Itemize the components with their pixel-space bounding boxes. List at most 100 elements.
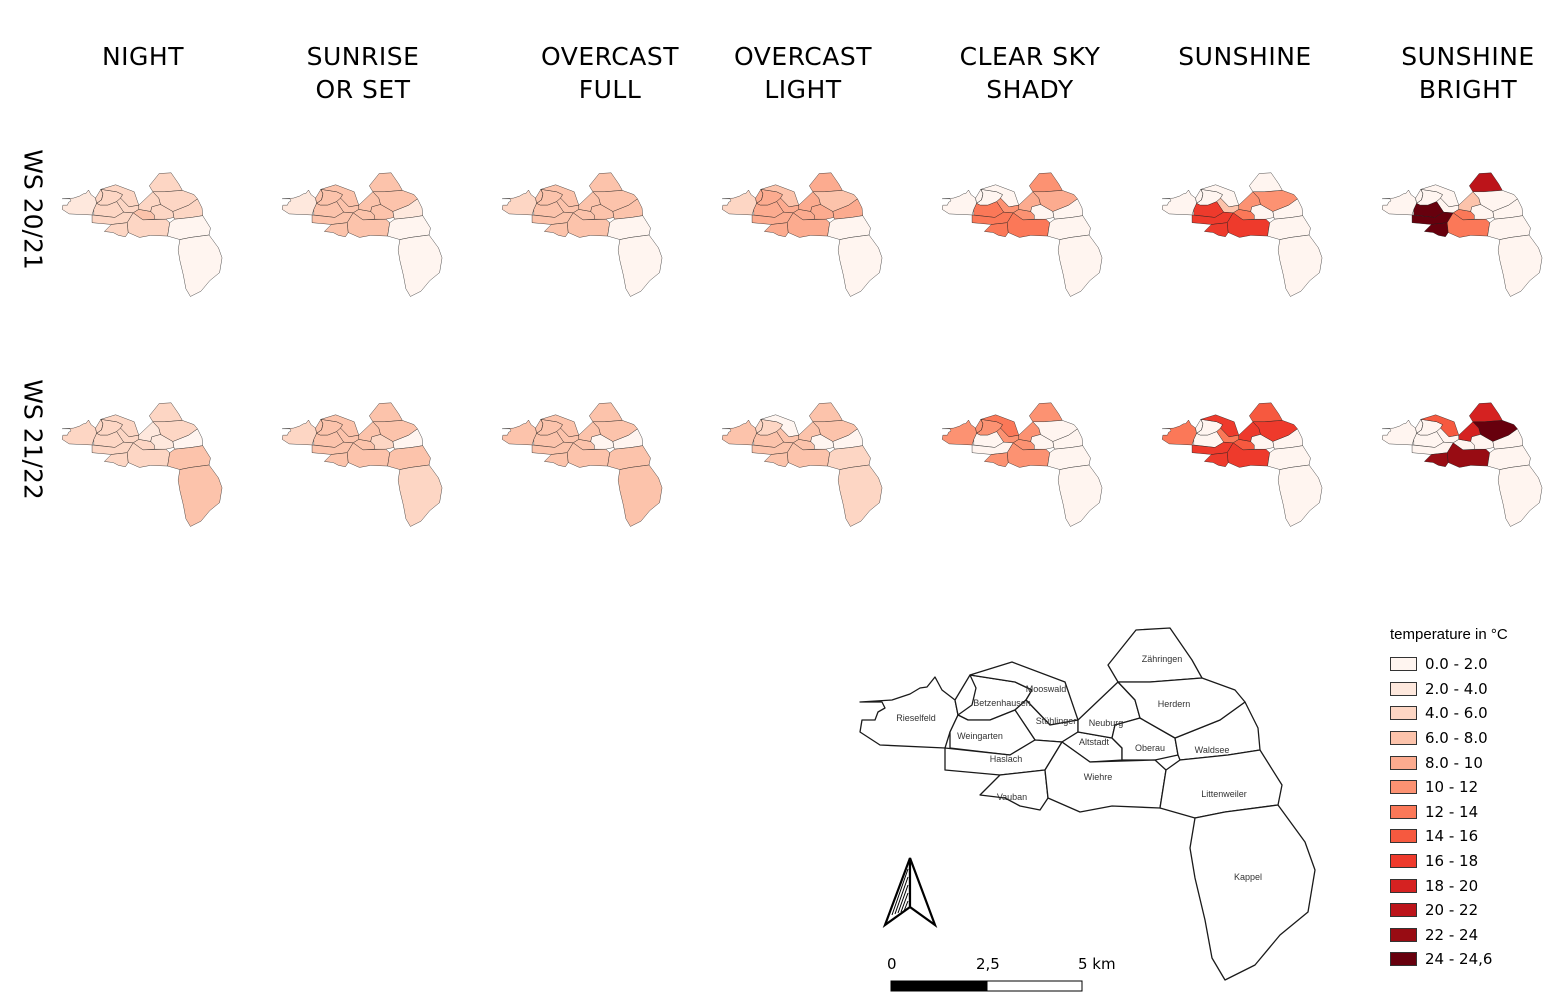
district-herdern bbox=[1117, 677, 1246, 739]
district-label-littenweiler: Littenweiler bbox=[1201, 789, 1247, 799]
legend-swatch bbox=[1390, 927, 1417, 942]
legend-swatch bbox=[1390, 657, 1417, 672]
column-title-line-1: SUNSHINE bbox=[1401, 42, 1535, 71]
legend-item: 2.0 - 4.0 bbox=[1390, 677, 1508, 702]
district-herdern bbox=[812, 190, 858, 212]
district-label-stuehlinger: Stühlinger bbox=[1036, 716, 1077, 726]
column-title-line-2: BRIGHT bbox=[1418, 75, 1518, 104]
legend-label: 10 - 12 bbox=[1425, 778, 1479, 797]
district-label-waldsee: Waldsee bbox=[1195, 745, 1230, 755]
legend-item: 10 - 12 bbox=[1390, 775, 1508, 800]
choropleth-panel bbox=[281, 402, 443, 527]
district-vauban bbox=[324, 222, 349, 237]
district-label-wiehre: Wiehre bbox=[1084, 772, 1113, 782]
reference-map: Rieselfeld Betzenhausen Mooswald Stühlinger… bbox=[859, 627, 1316, 981]
district-kappel bbox=[1277, 234, 1323, 297]
district-zaehringen bbox=[1029, 402, 1063, 422]
district-rieselfeld bbox=[1161, 419, 1197, 446]
district-herdern bbox=[372, 420, 418, 442]
choropleth-panel bbox=[61, 172, 223, 297]
legend-swatch bbox=[1390, 755, 1417, 770]
district-littenweiler bbox=[607, 215, 651, 240]
legend-item: 22 - 24 bbox=[1390, 923, 1508, 948]
district-zaehringen bbox=[1469, 172, 1503, 192]
district-herdern bbox=[152, 420, 198, 442]
column-title: SUNSHINE BRIGHT bbox=[1368, 40, 1562, 106]
legend-item: 6.0 - 8.0 bbox=[1390, 726, 1508, 751]
district-zaehringen bbox=[809, 172, 843, 192]
choropleth-panel bbox=[501, 172, 663, 297]
choropleth-panel bbox=[1161, 402, 1323, 527]
district-littenweiler bbox=[827, 215, 871, 240]
district-kappel bbox=[1497, 234, 1543, 297]
district-label-neuburg: Neuburg bbox=[1089, 718, 1124, 728]
north-arrow-icon bbox=[882, 857, 938, 929]
choropleth-panel bbox=[941, 172, 1103, 297]
district-herdern bbox=[592, 190, 638, 212]
district-rieselfeld bbox=[721, 189, 757, 216]
column-title-line-2: LIGHT bbox=[764, 75, 842, 104]
column-title: OVERCAST LIGHT bbox=[703, 40, 903, 106]
legend-label: 14 - 16 bbox=[1425, 827, 1479, 846]
district-label-oberau: Oberau bbox=[1135, 743, 1165, 753]
district-rieselfeld bbox=[281, 189, 317, 216]
district-herdern bbox=[1252, 420, 1298, 442]
legend-item: 12 - 14 bbox=[1390, 800, 1508, 825]
legend-item: 4.0 - 6.0 bbox=[1390, 701, 1508, 726]
legend-item: 20 - 22 bbox=[1390, 898, 1508, 923]
district-rieselfeld bbox=[281, 419, 317, 446]
column-title: NIGHT bbox=[43, 40, 243, 106]
district-kappel bbox=[397, 464, 443, 527]
legend-item: 14 - 16 bbox=[1390, 824, 1508, 849]
choropleth-panel bbox=[1381, 402, 1543, 527]
district-herdern bbox=[1032, 190, 1078, 212]
legend-swatch bbox=[1390, 804, 1417, 819]
legend: temperature in °C 0.0 - 2.0 2.0 - 4.0 4.0 … bbox=[1390, 626, 1508, 972]
legend-label: 18 - 20 bbox=[1425, 876, 1479, 895]
legend-item: 24 - 24,6 bbox=[1390, 947, 1508, 972]
district-zaehringen bbox=[1029, 172, 1063, 192]
district-littenweiler bbox=[1047, 445, 1091, 470]
choropleth-panel bbox=[281, 172, 443, 297]
legend-label: 22 - 24 bbox=[1425, 925, 1479, 944]
column-title-line-1: OVERCAST bbox=[734, 42, 872, 71]
column-title: OVERCAST FULL bbox=[510, 40, 710, 106]
district-vauban bbox=[324, 452, 349, 467]
scale-tick-0: 0 bbox=[887, 955, 897, 973]
district-kappel bbox=[617, 234, 663, 297]
district-label-rieselfeld: Rieselfeld bbox=[896, 713, 936, 723]
district-zaehringen bbox=[149, 172, 183, 192]
district-kappel bbox=[1057, 234, 1103, 297]
district-zaehringen bbox=[809, 402, 843, 422]
column-title-line-2 bbox=[43, 73, 243, 106]
legend-swatch bbox=[1390, 731, 1417, 746]
district-kappel bbox=[1057, 464, 1103, 527]
district-vauban bbox=[104, 222, 129, 237]
district-littenweiler bbox=[1267, 445, 1311, 470]
legend-item: 16 - 18 bbox=[1390, 849, 1508, 874]
choropleth-panel bbox=[941, 402, 1103, 527]
scale-tick-1: 2,5 bbox=[976, 955, 1000, 973]
district-rieselfeld bbox=[1381, 189, 1417, 216]
scale-tick-2: 5 km bbox=[1078, 955, 1116, 973]
district-kappel bbox=[397, 234, 443, 297]
column-title-line-1: CLEAR SKY bbox=[959, 42, 1101, 71]
district-label-betzenhausen: Betzenhausen bbox=[973, 698, 1031, 708]
column-title-line-1: SUNRISE bbox=[306, 42, 420, 71]
district-kappel bbox=[177, 234, 223, 297]
legend-swatch bbox=[1390, 878, 1417, 893]
district-vauban bbox=[764, 222, 789, 237]
row-title: WS 21/22 bbox=[18, 379, 48, 500]
district-littenweiler bbox=[1487, 445, 1531, 470]
legend-label: 0.0 - 2.0 bbox=[1425, 655, 1488, 674]
district-label-altstadt: Altstadt bbox=[1079, 737, 1110, 747]
district-herdern bbox=[1032, 420, 1078, 442]
district-rieselfeld bbox=[501, 189, 537, 216]
column-title: SUNRISE OR SET bbox=[263, 40, 463, 106]
choropleth-panel bbox=[1381, 172, 1543, 297]
district-kappel bbox=[617, 464, 663, 527]
scale-bar bbox=[890, 980, 1083, 992]
column-title-line-1: SUNSHINE bbox=[1178, 42, 1312, 71]
column-title-line-2: SHADY bbox=[986, 75, 1074, 104]
legend-swatch bbox=[1390, 681, 1417, 696]
